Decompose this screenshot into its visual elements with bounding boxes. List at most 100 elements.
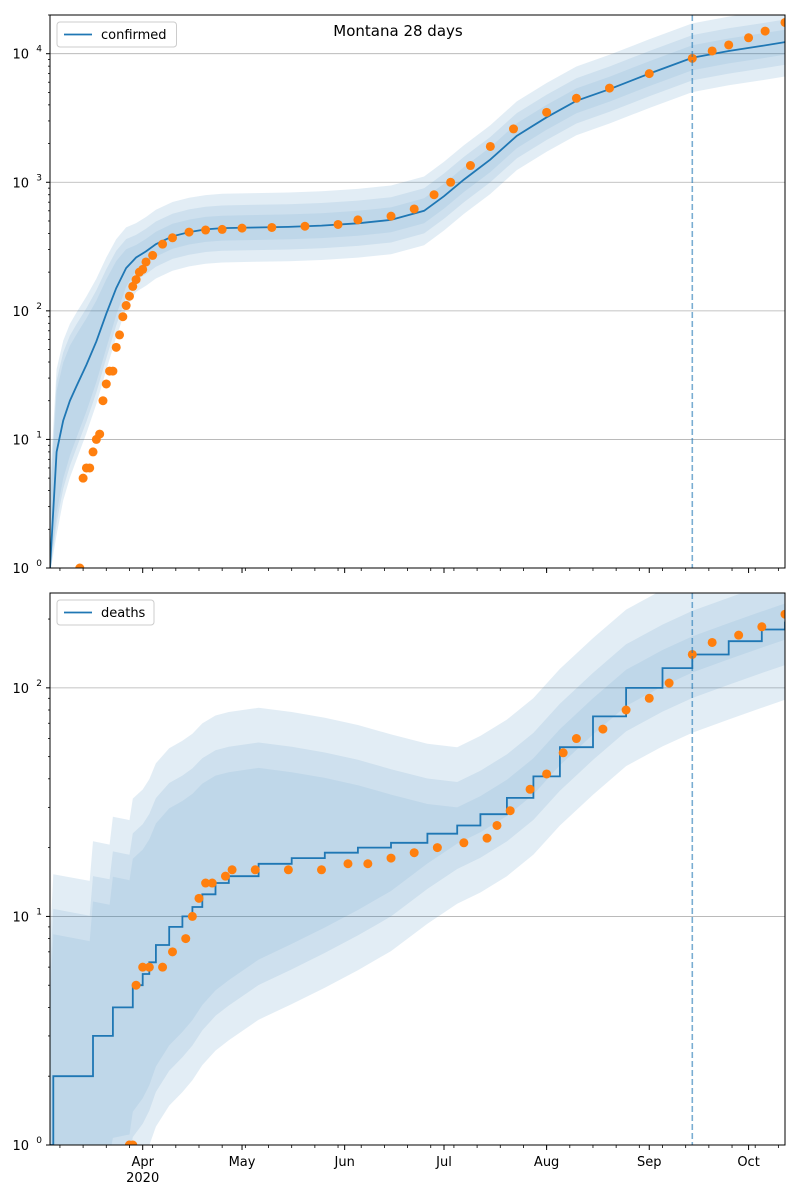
observed-point — [542, 769, 552, 779]
observed-point — [187, 911, 197, 921]
observed-point — [108, 366, 118, 376]
y-tick-label: 10 — [12, 176, 29, 191]
observed-point — [207, 878, 217, 888]
y-tick-label: 10 — [12, 48, 29, 63]
observed-point — [201, 225, 211, 235]
plot-area — [50, 593, 785, 1145]
observed-point — [217, 224, 227, 234]
y-tick-exponent: 0 — [36, 559, 42, 569]
observed-point — [121, 301, 131, 311]
observed-point — [558, 748, 568, 758]
observed-point — [237, 223, 247, 233]
observed-point — [353, 215, 363, 225]
y-tick-label: 10 — [12, 682, 29, 697]
observed-point — [181, 934, 191, 944]
observed-point — [760, 26, 770, 36]
observed-point — [386, 211, 396, 221]
observed-point — [509, 124, 519, 134]
observed-point — [267, 222, 277, 232]
observed-point — [505, 806, 515, 816]
y-tick-exponent: 1 — [36, 907, 42, 917]
observed-point — [184, 227, 194, 237]
legend: deaths — [56, 599, 155, 626]
observed-point — [118, 312, 128, 322]
observed-point — [128, 281, 138, 291]
observed-point — [571, 734, 581, 744]
observed-point — [144, 962, 154, 972]
observed-point — [757, 622, 767, 632]
x-tick-label: Oct — [737, 1155, 759, 1170]
observed-point — [707, 637, 717, 647]
observed-point — [571, 93, 581, 103]
observed-point — [542, 107, 552, 117]
observed-point — [485, 141, 495, 151]
observed-point — [168, 947, 177, 957]
observed-point — [128, 1140, 138, 1145]
legend-box — [56, 21, 177, 48]
observed-point — [482, 833, 492, 843]
observed-point — [95, 429, 105, 439]
observed-point — [621, 705, 631, 715]
x-tick-label: Apr — [131, 1155, 154, 1170]
observed-point — [141, 257, 151, 267]
observed-point — [734, 630, 744, 640]
confirmed-panel: 10 0 10 1 10 2 10 3 10 4 confirmed — [12, 14, 786, 577]
observed-point — [780, 17, 785, 27]
observed-point — [465, 161, 475, 171]
y-tick-exponent: 2 — [36, 679, 42, 689]
y-tick-label: 10 — [12, 1139, 29, 1154]
uncertainty-band — [50, 603, 785, 1145]
x-tick-label: May — [229, 1155, 256, 1170]
observed-point — [687, 53, 697, 63]
observed-point — [724, 40, 734, 50]
y-tick-label: 10 — [12, 305, 29, 320]
observed-point — [429, 190, 439, 200]
observed-point — [333, 219, 343, 229]
observed-point — [780, 609, 785, 619]
y-tick-exponent: 1 — [36, 430, 42, 440]
observed-point — [363, 859, 373, 869]
observed-point — [644, 69, 654, 79]
x-tick-label: Aug — [534, 1155, 559, 1170]
y-tick-exponent: 4 — [36, 45, 42, 55]
observed-point — [250, 865, 260, 875]
observed-point — [300, 221, 310, 231]
model-line — [50, 41, 785, 568]
uncertainty-band — [50, 15, 785, 568]
x-tick-label: Sep — [637, 1155, 662, 1170]
observed-point — [525, 784, 535, 794]
y-tick-exponent: 0 — [36, 1136, 42, 1146]
y-tick-label: 10 — [12, 433, 29, 448]
observed-point — [409, 204, 419, 214]
observed-point — [194, 893, 204, 903]
observed-point — [644, 693, 654, 703]
observed-point — [131, 275, 141, 285]
legend-label: deaths — [101, 606, 146, 621]
observed-point — [168, 233, 177, 243]
axes-frame — [49, 14, 786, 569]
observed-point — [220, 871, 230, 881]
y-tick-label: 10 — [12, 910, 29, 925]
x-tick-label: Jun — [334, 1155, 355, 1170]
observed-point — [598, 724, 608, 734]
observed-point — [85, 463, 95, 473]
observed-point — [138, 264, 148, 274]
observed-point — [687, 649, 697, 659]
uncertainty-band — [50, 19, 785, 568]
observed-point — [446, 177, 456, 187]
observed-point — [343, 859, 353, 869]
observed-point — [664, 678, 674, 688]
axes-frame — [49, 592, 786, 1146]
observed-point — [101, 379, 111, 389]
observed-point — [386, 853, 396, 863]
figure-title: Montana 28 days — [333, 22, 463, 40]
observed-point — [148, 250, 158, 260]
observed-point — [316, 865, 326, 875]
observed-point — [459, 838, 469, 848]
observed-point — [115, 330, 125, 340]
observed-point — [492, 820, 502, 830]
observed-point — [744, 33, 754, 43]
observed-point — [88, 447, 98, 457]
observed-point — [78, 473, 88, 483]
